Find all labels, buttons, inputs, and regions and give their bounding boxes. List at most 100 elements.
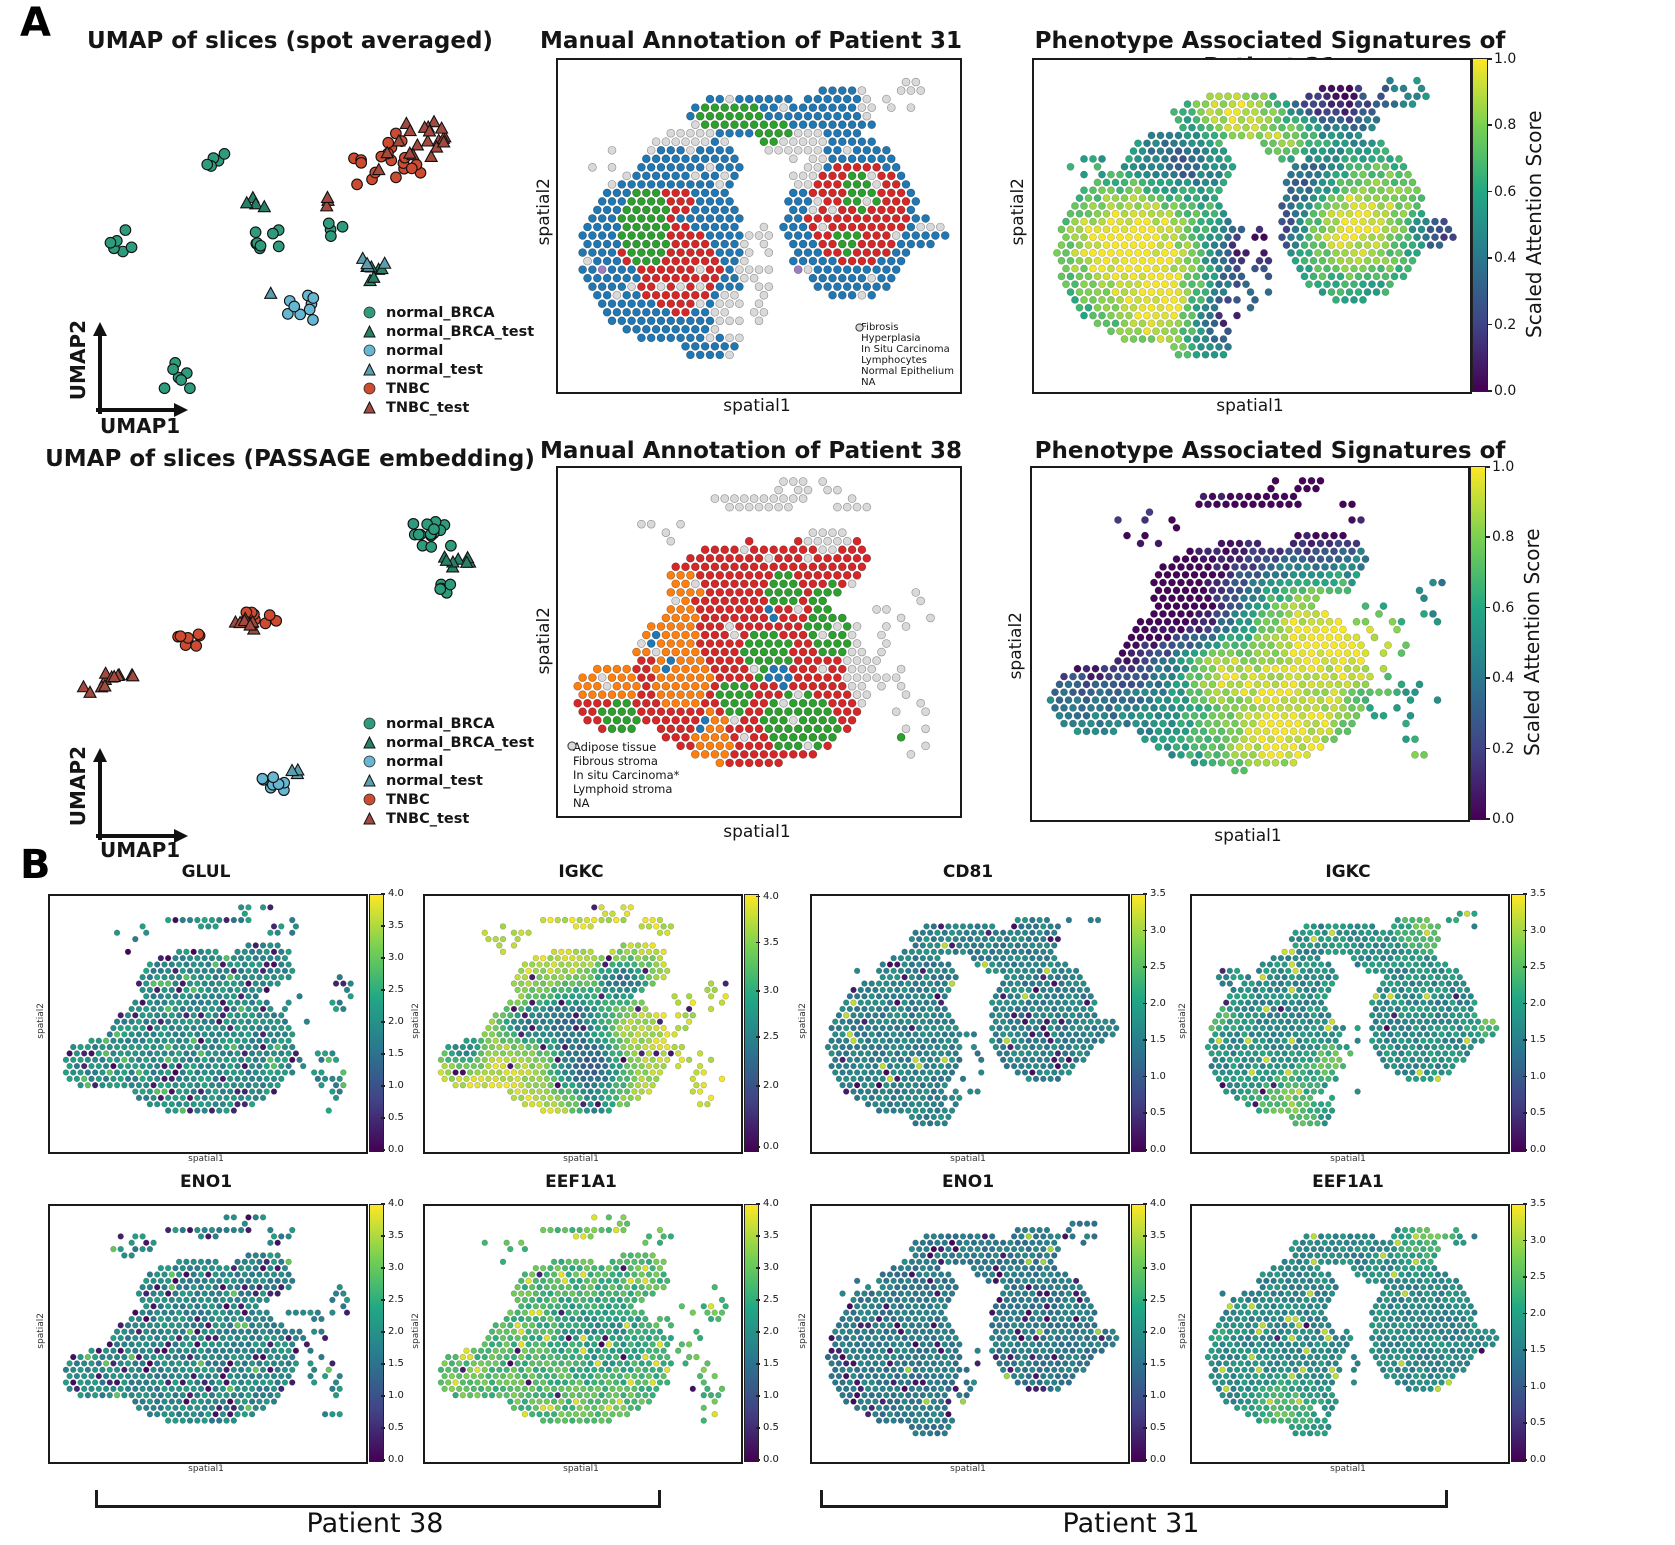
patient-38-group-label: Patient 38 — [306, 1508, 444, 1539]
colorbar-tick-label: 1.0 — [381, 1390, 404, 1401]
colorbar-ticks: 4.0 3.5 3.0 2.5 2.0 1.5 1.0 0.5 0.0 — [381, 889, 428, 1155]
colorbar-tick-label: 0.5 — [1523, 1417, 1546, 1429]
legend-item-label: Fibrosis — [861, 322, 899, 333]
colorbar-gradient — [369, 894, 384, 1152]
y-axis-label: spatial2 — [1008, 178, 1028, 246]
legend-item-label: Hyperplasia — [861, 333, 921, 344]
umap-spot-averaged-plot: UMAP of slices (spot averaged) UMAP2 UMA… — [40, 18, 540, 438]
colorbar-tick-label: 2.5 — [1143, 961, 1166, 973]
gene-title: EEF1A1 — [1312, 1172, 1384, 1192]
colorbar-tick-label: 4.0 — [756, 1198, 779, 1209]
legend-item: TNBC — [362, 379, 534, 398]
y-axis-label: spatial2 — [411, 1003, 421, 1039]
colorbar-tick-label: 4.0 — [756, 890, 779, 902]
legend-item: NA — [566, 741, 679, 810]
legend-item: TNBC_test — [362, 398, 534, 417]
colorbar-tick-label: 2.5 — [1523, 1271, 1546, 1283]
umap-x-axis-label: UMAP1 — [100, 838, 181, 862]
colorbar-tick-label: 0.0 — [1486, 383, 1517, 399]
colorbar-tick-label: 2.5 — [756, 1294, 779, 1305]
colorbar-tick-label: 0.5 — [381, 1112, 404, 1123]
umap-y-axis-label: UMAP2 — [66, 320, 90, 401]
gene-plot-eno1-p31: ENO1 spatial2 spatial1 4.0 3.5 3.0 2.5 2.0 1.… — [782, 1168, 1182, 1480]
colorbar-tick-label: 2.0 — [1523, 997, 1546, 1009]
umap-axis-arrows-icon — [93, 322, 188, 417]
colorbar-tick-label: 0.4 — [1484, 670, 1515, 687]
legend-item-label: In situ Carcinoma* — [573, 768, 680, 782]
colorbar-tick-label: 3.0 — [756, 985, 779, 997]
colorbar-tick-label: 0.0 — [381, 1144, 404, 1155]
colorbar-tick-label: 0.8 — [1484, 529, 1515, 546]
colorbar-tick-label: 3.5 — [1523, 888, 1546, 899]
annotation-legend: Fibrosis Hyperplasia In Situ Carcinoma Lymp… — [854, 322, 954, 388]
umap-plot-area — [60, 480, 520, 835]
panel-a-label: A — [20, 0, 51, 46]
triangle-marker-icon — [363, 400, 376, 414]
legend-item: normal_BRCA — [362, 714, 534, 733]
triangle-marker-icon — [363, 362, 376, 376]
umap-axis-arrows-icon — [93, 748, 188, 843]
x-axis-label: spatial1 — [723, 396, 791, 416]
circle-marker-icon — [855, 323, 864, 332]
y-axis-label: spatial2 — [534, 178, 554, 246]
colorbar-tick-label: 1.5 — [381, 1358, 404, 1369]
colorbar-tick-label: 3.0 — [1143, 1262, 1166, 1273]
umap-scatter — [104, 114, 452, 395]
umap-passage-plot: UMAP of slices (PASSAGE embedding) UMAP2… — [40, 432, 540, 862]
colorbar-tick-label: 1.0 — [1523, 1380, 1546, 1392]
y-axis-label: spatial2 — [36, 1313, 46, 1349]
colorbar-ticks: 4.0 3.5 3.0 2.5 2.0 0.0 — [756, 890, 803, 1152]
y-axis-label: spatial2 — [798, 1003, 808, 1039]
x-axis-label: spatial1 — [1216, 396, 1284, 416]
umap-plot-area — [60, 62, 520, 412]
plot-area — [48, 1204, 368, 1464]
legend-item: TNBC — [362, 790, 534, 809]
colorbar-tick-label: 4.0 — [1143, 1198, 1166, 1209]
circle-marker-icon — [567, 741, 577, 751]
colorbar-tick-label: 3.0 — [381, 952, 404, 963]
colorbar-tick-label: 4.0 — [381, 888, 404, 899]
panel-b-label: B — [20, 842, 51, 888]
plot-title: Manual Annotation of Patient 31 — [540, 28, 962, 54]
colorbar-gradient — [1511, 894, 1526, 1152]
colorbar-tick-label: 3.5 — [1143, 1230, 1166, 1241]
colorbar-tick-label: 0.2 — [1486, 316, 1517, 333]
plot-title: Manual Annotation of Patient 38 — [540, 438, 962, 464]
legend-item: normal_BRCA_test — [362, 733, 534, 752]
legend-item-label: TNBC — [386, 791, 430, 808]
colorbar-tick-label: 2.0 — [381, 1016, 404, 1027]
colorbar-gradient — [744, 1204, 759, 1462]
colorbar-tick-label: 3.0 — [1523, 924, 1546, 936]
colorbar-tick-label: 0.8 — [1486, 117, 1517, 134]
colorbar-tick-label: 1.0 — [1486, 51, 1517, 67]
colorbar-ticks: 3.5 3.0 2.5 2.0 1.5 1.0 0.5 0.0 — [1523, 889, 1570, 1155]
plot-area — [1190, 1204, 1510, 1464]
gene-plot-eef1a1-p38: EEF1A1 spatial2 spatial1 4.0 3.5 3.0 2.5 2.0… — [395, 1168, 795, 1480]
colorbar-tick-label: 2.5 — [1143, 1294, 1166, 1305]
legend-item-label: TNBC_test — [386, 399, 470, 416]
colorbar-tick-label: 0.5 — [1523, 1107, 1546, 1119]
spatial-annotation-dots — [573, 477, 935, 768]
colorbar-tick-label: 0.5 — [1143, 1107, 1166, 1119]
gene-title: GLUL — [181, 862, 231, 882]
colorbar-gradient — [369, 1204, 384, 1462]
colorbar-tick-label: 0.5 — [381, 1422, 404, 1433]
colorbar-tick-label: 1.5 — [1143, 1358, 1166, 1369]
x-axis-label: spatial1 — [950, 1154, 986, 1164]
plot-area — [423, 894, 743, 1154]
legend-item-label: Normal Epithelium — [861, 366, 954, 377]
colorbar-label: Scaled Attention Score — [1522, 110, 1546, 338]
plot-area — [810, 1204, 1130, 1464]
umap-legend: normal_BRCA normal_BRCA_test normal normal_… — [362, 303, 534, 417]
y-axis-label: spatial2 — [534, 607, 554, 675]
gene-title: IGKC — [558, 862, 604, 882]
colorbar-tick-label: 1.5 — [381, 1048, 404, 1059]
colorbar-tick-label: 0.0 — [1523, 1454, 1546, 1465]
colorbar-tick-label: 2.5 — [756, 1031, 779, 1043]
legend-item-label: normal_BRCA_test — [386, 323, 535, 340]
plot-area — [1032, 58, 1472, 394]
colorbar-ticks: 1.0 0.8 0.6 0.4 0.2 0.0 — [1484, 460, 1532, 826]
colorbar-gradient — [744, 894, 759, 1152]
colorbar-tick-label: 1.5 — [756, 1358, 779, 1369]
legend-item: normal_test — [362, 771, 534, 790]
